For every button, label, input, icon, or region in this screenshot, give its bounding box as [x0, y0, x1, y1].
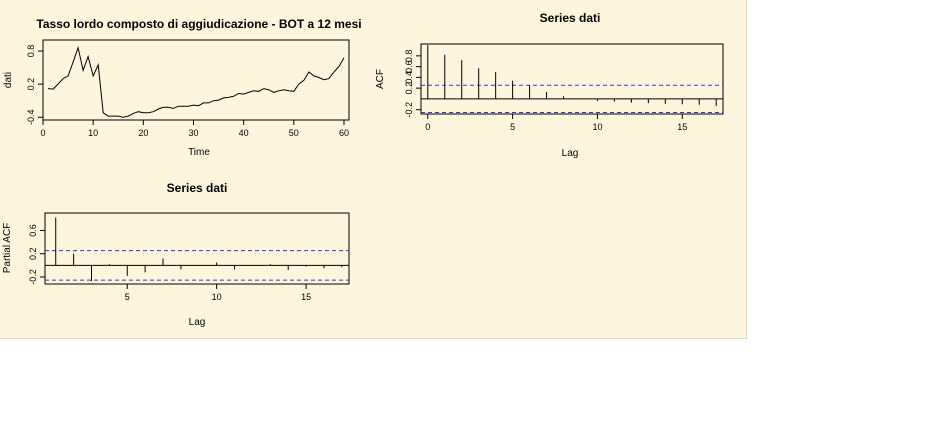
- time-series-xtick-label: 40: [239, 128, 249, 138]
- pacf-ytick-label: -0.2: [28, 269, 38, 285]
- acf-ytick-label: 0.4: [404, 71, 414, 84]
- time-series-xlabel: Time: [188, 147, 210, 158]
- time-series-ytick-label: 0.8: [26, 45, 36, 58]
- acf-xtick-label: 5: [510, 122, 515, 132]
- pacf-ylabel: Partial ACF: [2, 223, 13, 274]
- time-series-ylabel: dati: [3, 72, 14, 88]
- acf-ytick-label: 0.2: [404, 82, 414, 95]
- acf-frame: [420, 43, 724, 115]
- pacf-xlabel: Lag: [189, 317, 206, 328]
- pacf-ytick-label: 0.2: [28, 247, 38, 260]
- plot-panel: Tasso lordo composto di aggiudicazione -…: [0, 0, 747, 339]
- acf-plot: Series dati Lag ACF 0 5 10 15 -0.2 0.20.40.60…: [375, 11, 724, 159]
- time-series-plot: Tasso lordo composto di aggiudicazione -…: [3, 17, 362, 158]
- pacf-frame: [44, 212, 350, 285]
- time-series-ytick-label: -0.4: [26, 109, 36, 125]
- acf-ytick-label: 0.8: [404, 50, 414, 63]
- time-series-xtick-label: 20: [138, 128, 148, 138]
- time-series-xtick-label: 50: [289, 128, 299, 138]
- acf-ylabel: ACF: [375, 69, 386, 89]
- time-series-xtick-label: 60: [339, 128, 349, 138]
- acf-ytick-label: -0.2: [404, 102, 414, 118]
- time-series-xtick-label: 0: [40, 128, 45, 138]
- pacf-ytick-label: 0.6: [28, 224, 38, 237]
- time-series-frame: [42, 39, 350, 121]
- acf-xlabel: Lag: [562, 148, 579, 159]
- plot-canvas: Tasso lordo composto di aggiudicazione -…: [2, 11, 724, 328]
- pacf-plot: Series dati Lag Partial ACF 5 10 15 -0.2 0.2…: [2, 181, 350, 328]
- series-line: [47, 45, 345, 118]
- acf-title: Series dati: [540, 11, 601, 25]
- acf-xtick-label: 15: [677, 122, 687, 132]
- acf-xtick-label: 10: [592, 122, 602, 132]
- time-series-ytick-label: 0.2: [26, 78, 36, 91]
- pacf-title: Series dati: [167, 181, 228, 195]
- acf-xtick-label: 0: [425, 122, 430, 132]
- acf-ytick-label: 0.6: [404, 60, 414, 73]
- time-series-xtick-label: 30: [188, 128, 198, 138]
- pacf-xtick-label: 5: [125, 292, 130, 302]
- pacf-xtick-label: 10: [212, 292, 222, 302]
- pacf-xtick-label: 15: [301, 292, 311, 302]
- time-series-title: Tasso lordo composto di aggiudicazione -…: [36, 17, 361, 31]
- time-series-xtick-label: 10: [88, 128, 98, 138]
